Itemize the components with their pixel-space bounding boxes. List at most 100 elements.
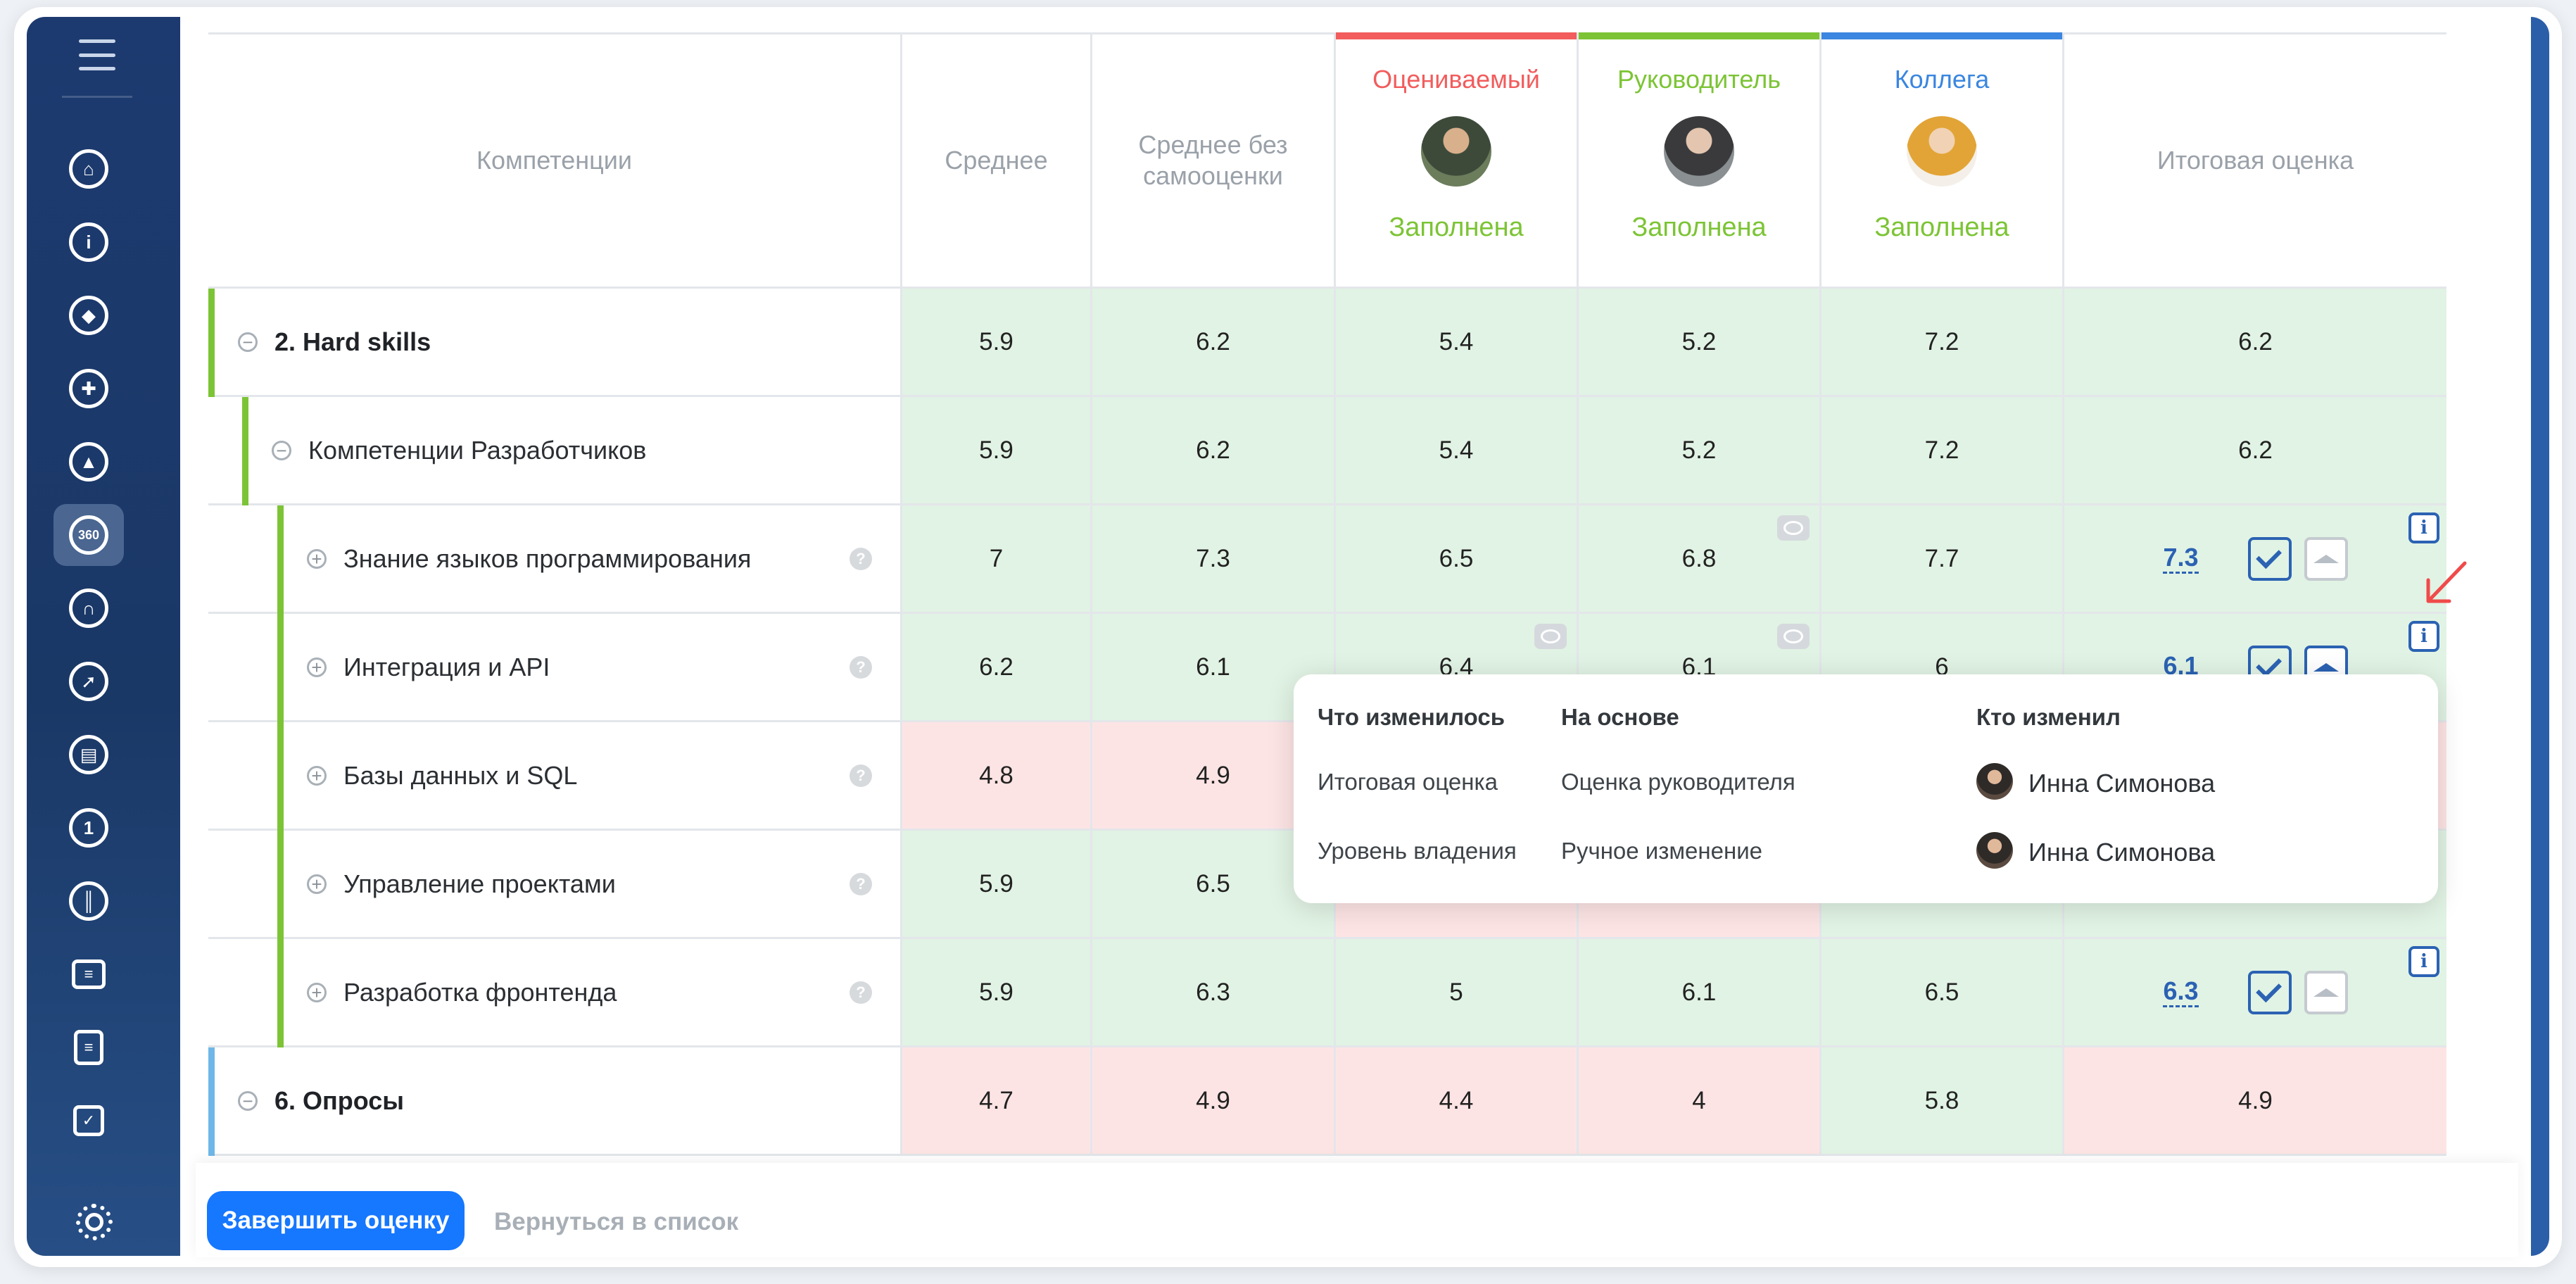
table-header-row: Компетенции Среднее Среднее без самооцен… bbox=[208, 32, 2446, 289]
help-icon[interactable]: ? bbox=[850, 655, 872, 679]
popover-header-what: Что изменилось bbox=[1318, 704, 1505, 730]
info-icon[interactable]: i bbox=[2408, 621, 2439, 652]
evaluator-status: Заполнена bbox=[1874, 213, 2009, 242]
competency-label: Знание языков программирования bbox=[343, 543, 752, 573]
book-icon: ▤ bbox=[69, 735, 108, 774]
finish-evaluation-button[interactable]: Завершить оценку bbox=[207, 1191, 465, 1250]
collapse-icon[interactable]: − bbox=[238, 1090, 258, 1111]
competency-name-cell: − Компетенции Разработчиков bbox=[208, 397, 902, 505]
sidebar-divider bbox=[62, 96, 132, 98]
info-icon[interactable]: i bbox=[2408, 512, 2439, 543]
group-label: Компетенции Разработчиков bbox=[308, 435, 647, 465]
help-icon[interactable]: ? bbox=[850, 547, 872, 570]
avatar[interactable] bbox=[1907, 116, 1977, 187]
score-colleague: 6.5 bbox=[1821, 939, 2064, 1045]
help-icon[interactable]: ? bbox=[850, 872, 872, 895]
header-competencies: Компетенции bbox=[208, 34, 902, 287]
sidebar-item-rocket[interactable]: ➚ bbox=[53, 650, 124, 712]
sidebar-item-documents[interactable]: ≡ bbox=[53, 1016, 124, 1078]
competency-name-cell: − 2. Hard skills bbox=[208, 289, 902, 397]
avatar bbox=[1976, 763, 2013, 800]
popover-who: Инна Симонова bbox=[2028, 769, 2216, 798]
score-final: 6.2 bbox=[2064, 289, 2446, 395]
comment-icon[interactable] bbox=[1777, 624, 1810, 649]
change-history-popover: Что изменилось На основе Кто изменил Ито… bbox=[1294, 674, 2438, 903]
score-average: 5.9 bbox=[902, 939, 1092, 1045]
help-icon[interactable]: ? bbox=[850, 764, 872, 787]
sidebar-item-compass[interactable]: 1 bbox=[53, 797, 124, 859]
item-level-bar bbox=[277, 614, 284, 722]
score-average: 7 bbox=[902, 505, 1092, 612]
comment-icon[interactable] bbox=[1777, 515, 1810, 541]
home-icon: ⌂ bbox=[69, 149, 108, 189]
info-icon[interactable]: i bbox=[2408, 946, 2439, 977]
evaluation-table-area: Компетенции Среднее Среднее без самооцен… bbox=[196, 23, 2518, 1163]
comment-icon[interactable] bbox=[1534, 624, 1567, 649]
expand-icon[interactable]: + bbox=[307, 548, 327, 569]
sidebar-item-map[interactable]: ◆ bbox=[53, 284, 124, 346]
final-score-cell: 6.3 i bbox=[2064, 939, 2446, 1045]
compass-icon: 1 bbox=[69, 808, 108, 848]
score-manager: 6.1 bbox=[1579, 939, 1821, 1045]
avatar bbox=[1976, 832, 2013, 869]
score-average: 6.2 bbox=[902, 614, 1092, 720]
expand-icon[interactable]: + bbox=[307, 874, 327, 894]
hamburger-menu-icon[interactable] bbox=[69, 34, 125, 76]
evaluator-color-bar bbox=[1579, 32, 1819, 39]
competency-name-cell: + Интеграция и API ? bbox=[208, 614, 902, 722]
expand-icon[interactable]: + bbox=[307, 765, 327, 786]
sidebar-item-learning[interactable]: ▲ bbox=[53, 431, 124, 493]
gear-icon[interactable] bbox=[76, 1204, 113, 1240]
final-score-value[interactable]: 6.3 bbox=[2163, 977, 2199, 1007]
app-window: ⌂ i ◆ ✚ ▲ 360 ∩ ➚ ▤ 1 ║ ≡ ≡ ✓ Компетенци… bbox=[14, 7, 2562, 1267]
score-self: 4.4 bbox=[1336, 1047, 1579, 1154]
library-icon: ║ bbox=[69, 881, 108, 921]
evaluator-status: Заполнена bbox=[1389, 213, 1524, 242]
group-level-bar bbox=[242, 397, 248, 505]
sidebar-item-tasks[interactable]: ✓ bbox=[53, 1090, 124, 1152]
header-average-no-self: Среднее без самооценки bbox=[1092, 34, 1336, 287]
collapse-icon[interactable]: − bbox=[272, 440, 291, 460]
header-average: Среднее bbox=[902, 34, 1092, 287]
sidebar-item-info[interactable]: i bbox=[53, 211, 124, 273]
back-to-list-link[interactable]: Вернуться в список bbox=[494, 1208, 739, 1235]
sidebar-item-support[interactable]: ∩ bbox=[53, 577, 124, 639]
approve-checkbox-icon[interactable] bbox=[2247, 970, 2292, 1014]
graduation-cap-icon[interactable] bbox=[2304, 970, 2348, 1014]
sidebar-item-360[interactable]: 360 bbox=[53, 504, 124, 566]
score-average: 4.7 bbox=[902, 1047, 1092, 1154]
expand-icon[interactable]: + bbox=[307, 982, 327, 1002]
document-icon: ≡ bbox=[74, 1030, 103, 1065]
avatar[interactable] bbox=[1421, 116, 1491, 187]
score-manager-cell: 6.8 bbox=[1579, 505, 1821, 612]
item-level-bar bbox=[277, 505, 284, 614]
sidebar-item-library[interactable]: ║ bbox=[53, 870, 124, 932]
sidebar-item-games[interactable]: ✚ bbox=[53, 358, 124, 420]
approve-checkbox-icon[interactable] bbox=[2247, 536, 2292, 581]
final-score-cell: 7.3 i bbox=[2064, 505, 2446, 612]
score-final: 6.2 bbox=[2064, 397, 2446, 503]
evaluator-color-bar bbox=[1821, 32, 2062, 39]
info-icon: i bbox=[69, 222, 108, 262]
table-row: + Разработка фронтенда ? 5.9 6.3 5 6.1 6… bbox=[208, 939, 2446, 1047]
score-self: 6.5 bbox=[1336, 505, 1579, 612]
id-card-icon: ≡ bbox=[72, 959, 106, 989]
avatar[interactable] bbox=[1664, 116, 1734, 187]
item-level-bar bbox=[277, 722, 284, 831]
item-level-bar bbox=[277, 831, 284, 939]
score-average-no-self: 6.2 bbox=[1092, 397, 1336, 503]
final-score-value[interactable]: 7.3 bbox=[2163, 543, 2199, 574]
evaluator-status: Заполнена bbox=[1631, 213, 1767, 242]
annotation-arrow-icon bbox=[2426, 561, 2467, 603]
sidebar-item-cards[interactable]: ≡ bbox=[53, 943, 124, 1005]
help-icon[interactable]: ? bbox=[850, 981, 872, 1004]
graduation-cap-icon[interactable] bbox=[2304, 536, 2348, 581]
sidebar-item-home[interactable]: ⌂ bbox=[53, 138, 124, 200]
expand-icon[interactable]: + bbox=[307, 657, 327, 677]
checkbox-icon: ✓ bbox=[73, 1105, 104, 1136]
evaluator-role: Руководитель bbox=[1617, 65, 1781, 94]
header-evaluator-manager: Руководитель Заполнена bbox=[1579, 32, 1821, 287]
sidebar-item-book[interactable]: ▤ bbox=[53, 724, 124, 786]
collapse-icon[interactable]: − bbox=[238, 332, 258, 352]
competency-label: Разработка фронтенда bbox=[343, 977, 617, 1007]
